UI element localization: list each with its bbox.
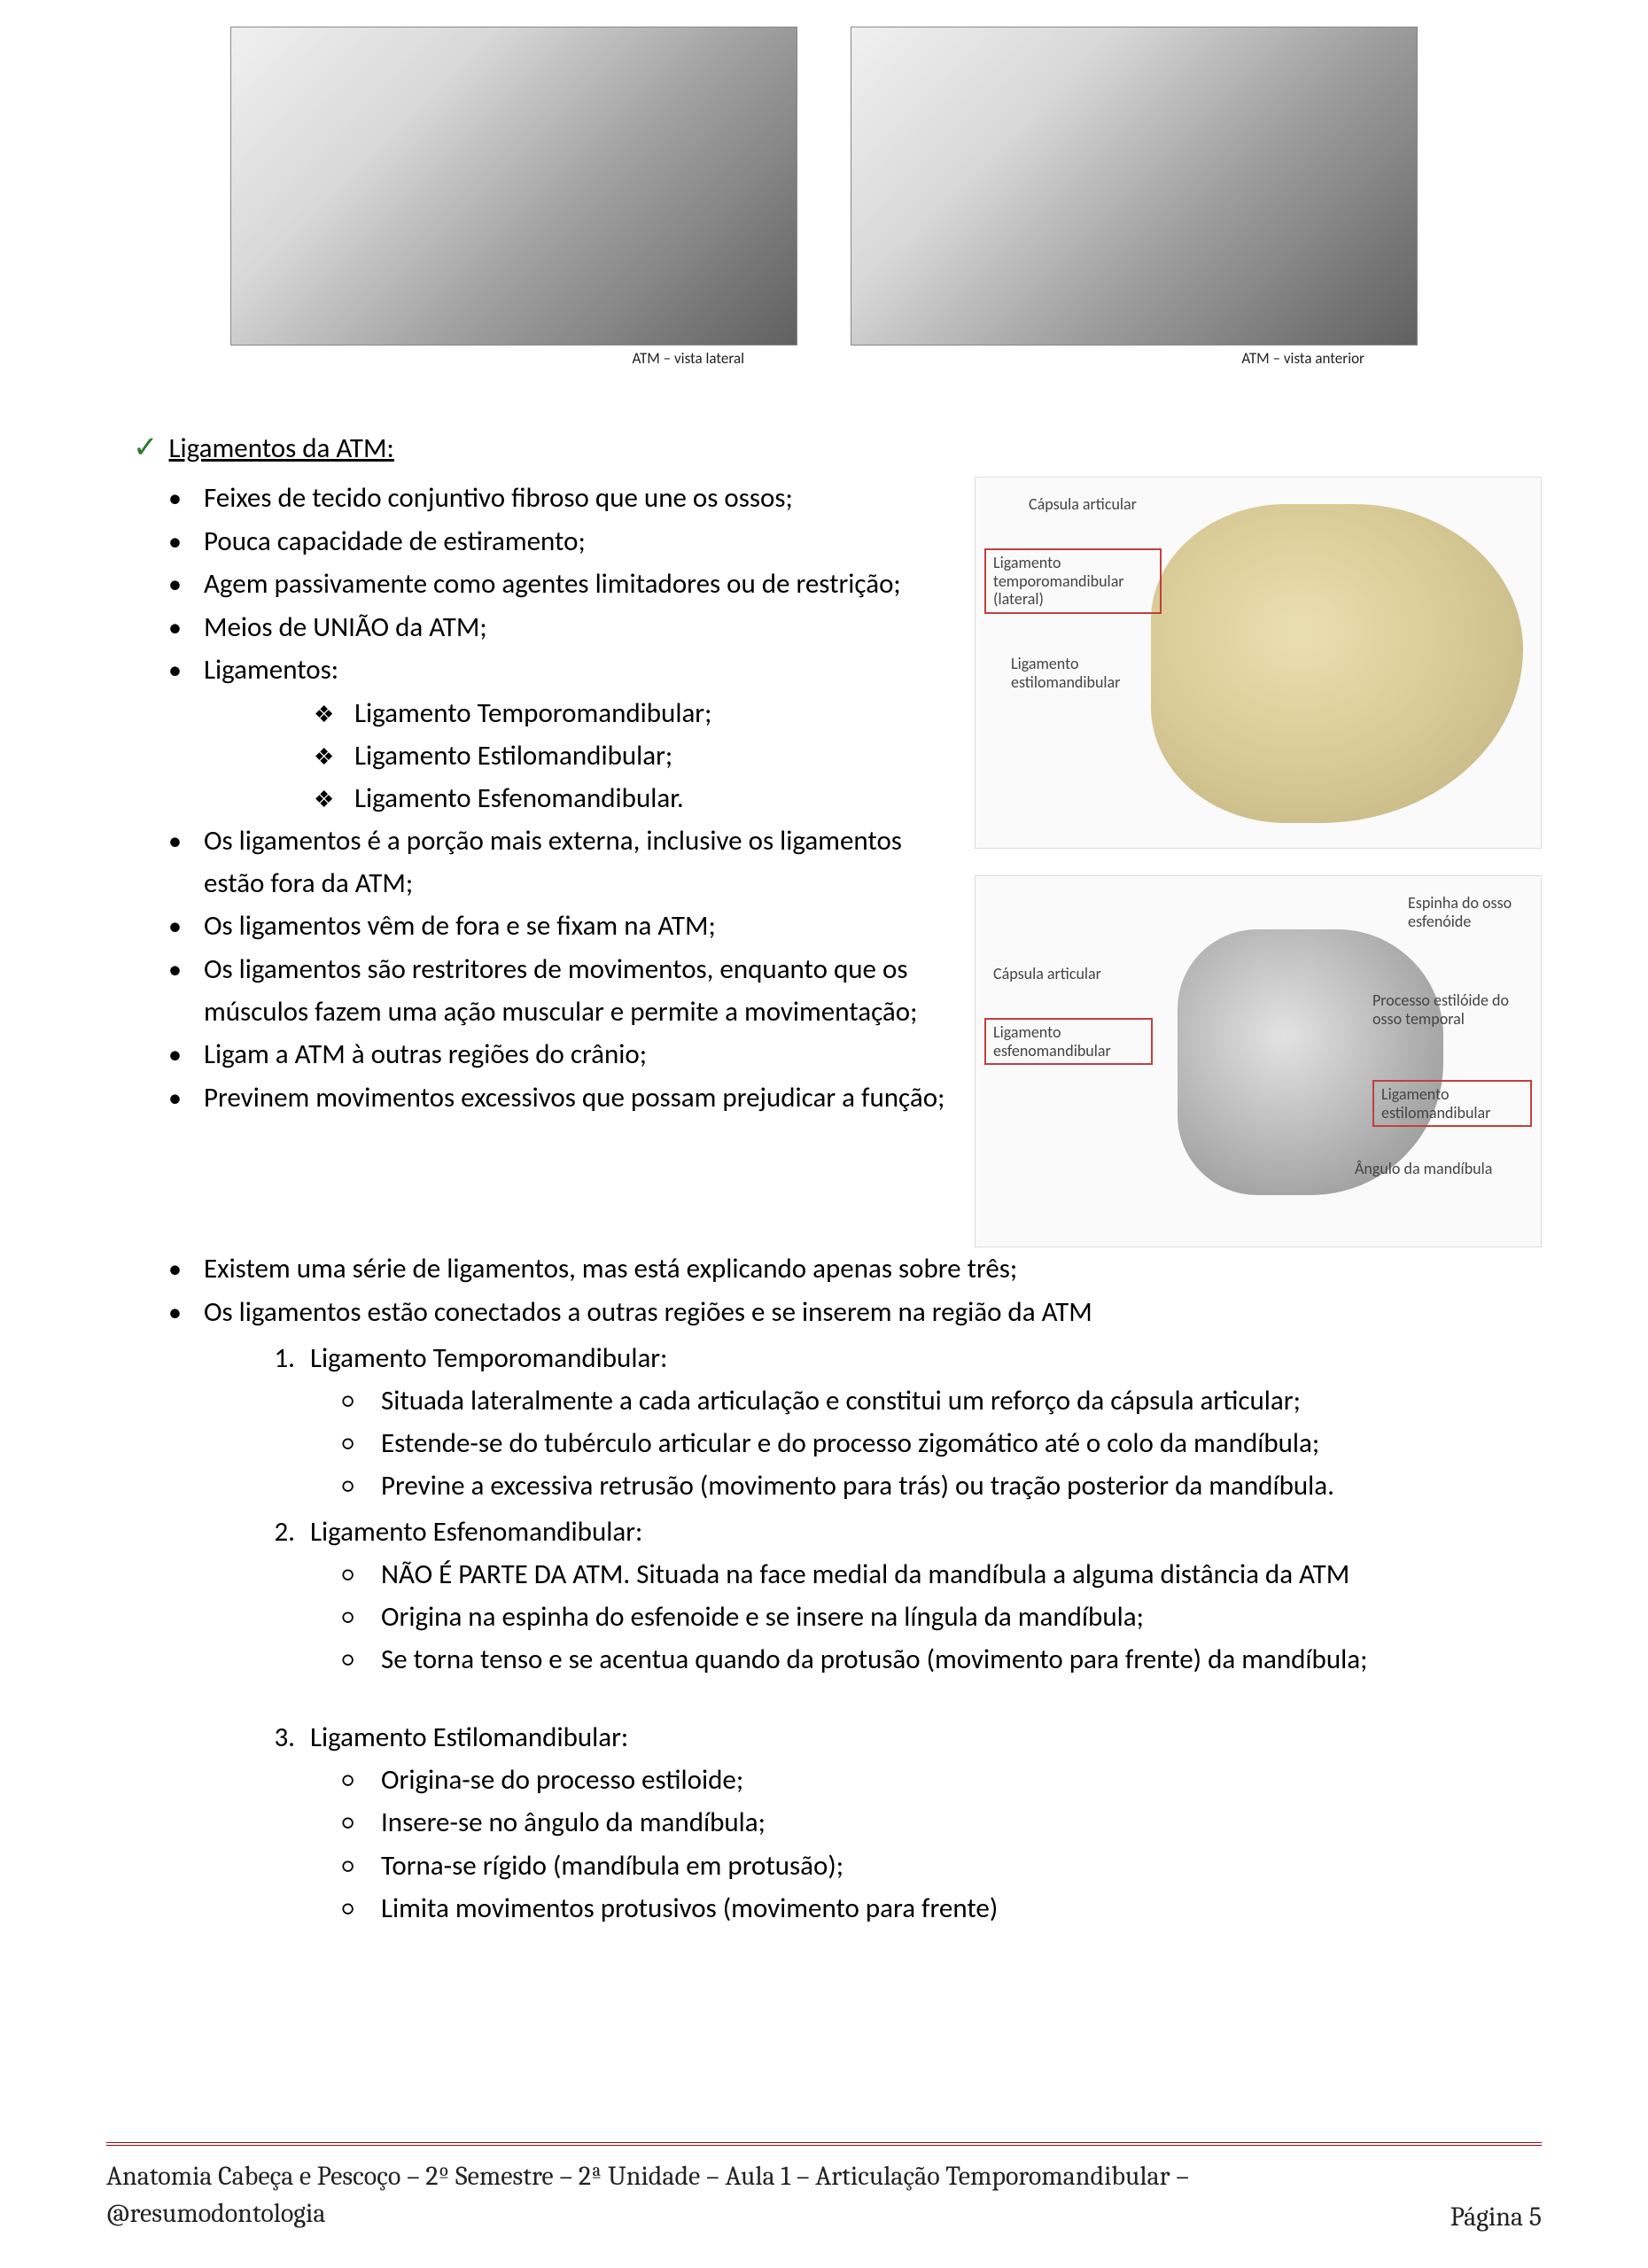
list-item: Ligamentos: <box>204 649 948 692</box>
list-item: Ligamento Temporomandibular; <box>354 692 948 734</box>
list-item: Os ligamentos vêm de fora e se fixam na … <box>204 905 948 948</box>
label-capsula2: Cápsula articular <box>993 965 1101 983</box>
skull-illustration <box>1151 504 1523 823</box>
list-item: Ligamento Estilomandibular; <box>354 734 948 777</box>
list-item: Insere-se no ângulo da mandíbula; <box>381 1801 1542 1844</box>
anat-figure-medial-mandible: Cápsula articular Ligamento esfenomandib… <box>975 875 1542 1247</box>
figure-anterior: ATM – vista anterior <box>851 27 1418 368</box>
image-column: Cápsula articular Ligamento temporomandi… <box>975 477 1542 1247</box>
diamond-list: Ligamento Temporomandibular; Ligamento E… <box>106 692 948 819</box>
list-item: Estende-se do tubérculo articular e do p… <box>381 1422 1542 1464</box>
bullets-c: Existem uma série de ligamentos, mas est… <box>106 1247 1542 1333</box>
list-item: Agem passivamente como agentes limitador… <box>204 563 948 606</box>
list-item: Previne a excessiva retrusão (movimento … <box>381 1464 1542 1507</box>
figure-caption-lateral: ATM – vista lateral <box>230 349 797 368</box>
numbered-item-3: Ligamento Estilomandibular: Origina-se d… <box>301 1716 1542 1929</box>
list-item: Limita movimentos protusivos (movimento … <box>381 1887 1542 1930</box>
sub-list: NÃO É PARTE DA ATM. Situada na face medi… <box>310 1553 1542 1681</box>
numbered-list: Ligamento Temporomandibular: Situada lat… <box>106 1337 1542 1930</box>
list-item: Previnem movimentos excessivos que possa… <box>204 1076 948 1120</box>
numbered-item-2: Ligamento Esfenomandibular: NÃO É PARTE … <box>301 1511 1542 1681</box>
label-box-tempo: Ligamento temporomandibular (lateral) <box>984 548 1162 614</box>
label-box-estilo: Ligamento estilomandibular <box>1372 1080 1532 1127</box>
page-footer: Anatomia Cabeça e Pescoço – 2º Semestre … <box>106 2142 1542 2233</box>
footer-line1: Anatomia Cabeça e Pescoço – 2º Semestre … <box>106 2161 1189 2192</box>
bullets-b: Os ligamentos é a porção mais externa, i… <box>106 819 948 1120</box>
sub-list: Situada lateralmente a cada articulação … <box>310 1379 1542 1507</box>
check-icon: ✓ <box>133 430 159 466</box>
list-item: Origina na espinha do esfenoide e se ins… <box>381 1596 1542 1638</box>
label-box-esfeno: Ligamento esfenomandibular <box>984 1018 1153 1065</box>
atm-anterior-image <box>851 27 1418 346</box>
list-item: Se torna tenso e se acentua quando da pr… <box>381 1638 1542 1681</box>
list-item: Feixes de tecido conjuntivo fibroso que … <box>204 477 948 520</box>
list-item: Os ligamentos estão conectados a outras … <box>204 1291 1542 1334</box>
list-item: Os ligamentos é a porção mais externa, i… <box>204 819 948 905</box>
top-figures-row: ATM – vista lateral ATM – vista anterior <box>106 27 1542 368</box>
label-espinha: Espinha do osso esfenóide <box>1408 894 1532 930</box>
list-item: Torna-se rígido (mandíbula em protusão); <box>381 1845 1542 1887</box>
atm-lateral-image <box>230 27 797 346</box>
footer-line2: @resumodontologia <box>106 2198 325 2229</box>
numbered-title: Ligamento Estilomandibular: <box>310 1720 628 1754</box>
content-row: Feixes de tecido conjuntivo fibroso que … <box>106 477 1542 1247</box>
label-processo: Processo estilóide do osso temporal <box>1372 991 1532 1028</box>
section-heading: ✓ Ligamentos da ATM: <box>133 430 1542 466</box>
list-item: Ligamento Esfenomandibular. <box>354 777 948 819</box>
footer-left: Anatomia Cabeça e Pescoço – 2º Semestre … <box>106 2158 1189 2233</box>
numbered-title: Ligamento Temporomandibular: <box>310 1341 667 1375</box>
label-estilo: Ligamento estilomandibular <box>1011 655 1170 691</box>
document-page: ATM – vista lateral ATM – vista anterior… <box>0 0 1648 2268</box>
list-item: Ligam a ATM à outras regiões do crânio; <box>204 1033 948 1076</box>
list-item: Origina-se do processo estiloide; <box>381 1759 1542 1801</box>
figure-caption-anterior: ATM – vista anterior <box>851 349 1418 368</box>
bullets-a: Feixes de tecido conjuntivo fibroso que … <box>106 477 948 692</box>
list-item: Existem uma série de ligamentos, mas est… <box>204 1247 1542 1291</box>
label-capsula: Cápsula articular <box>1029 495 1137 514</box>
list-item: Meios de UNIÃO da ATM; <box>204 606 948 649</box>
sub-list: Origina-se do processo estiloide; Insere… <box>310 1759 1542 1929</box>
mandible-illustration <box>1178 929 1443 1195</box>
list-item: Situada lateralmente a cada articulação … <box>381 1379 1542 1422</box>
text-column: Feixes de tecido conjuntivo fibroso que … <box>106 477 948 1119</box>
figure-lateral: ATM – vista lateral <box>230 27 797 368</box>
numbered-title: Ligamento Esfenomandibular: <box>310 1515 642 1549</box>
anat-figure-lateral-skull: Cápsula articular Ligamento temporomandi… <box>975 477 1542 849</box>
footer-page-number: Página 5 <box>1450 2202 1542 2233</box>
numbered-item-1: Ligamento Temporomandibular: Situada lat… <box>301 1337 1542 1507</box>
label-angulo: Ângulo da mandíbula <box>1355 1160 1532 1178</box>
list-item: Pouca capacidade de estiramento; <box>204 520 948 563</box>
list-item: Os ligamentos são restritores de movimen… <box>204 948 948 1034</box>
list-item: NÃO É PARTE DA ATM. Situada na face medi… <box>381 1553 1542 1596</box>
heading-title: Ligamentos da ATM: <box>169 431 394 465</box>
